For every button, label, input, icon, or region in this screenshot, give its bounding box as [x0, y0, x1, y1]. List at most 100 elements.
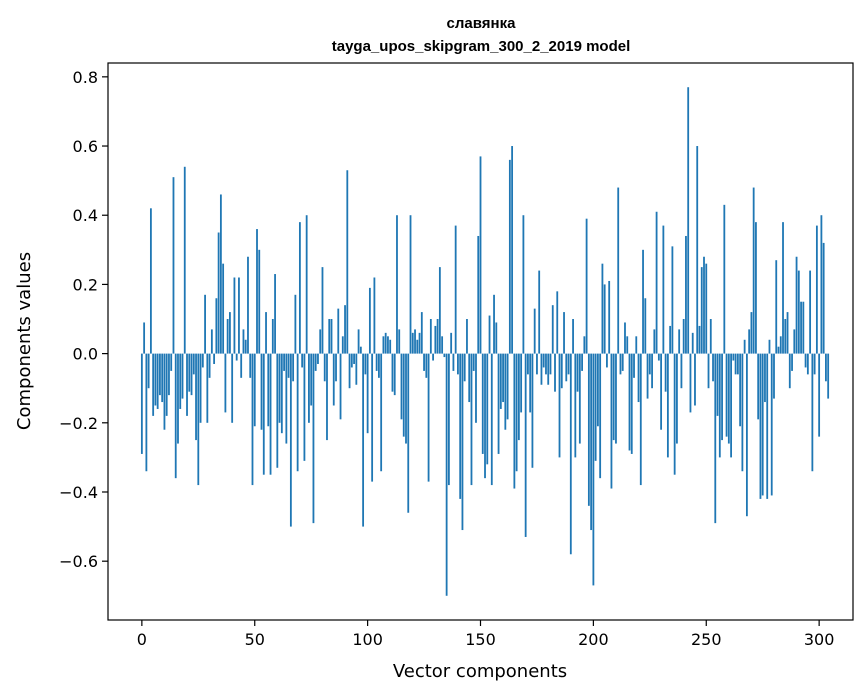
- bar-254: [714, 353, 717, 524]
- bars: [140, 87, 830, 596]
- bar-292: [800, 301, 802, 354]
- bar-168: [520, 353, 523, 413]
- bar-262: [732, 353, 735, 361]
- bar-20: [186, 353, 188, 416]
- bar-274: [759, 353, 762, 499]
- bar-154: [488, 315, 491, 354]
- bar-134: [443, 353, 446, 358]
- bar-285: [784, 319, 787, 354]
- bar-56: [267, 353, 270, 427]
- bar-233: [666, 353, 669, 458]
- bar-191: [572, 319, 574, 354]
- bar-199: [590, 353, 593, 531]
- bar-186: [560, 353, 563, 389]
- bar-44: [240, 353, 243, 378]
- bar-135: [445, 353, 448, 596]
- bar-147: [472, 353, 475, 371]
- plot-frame: [107, 62, 854, 621]
- bar-137: [450, 332, 453, 354]
- bar-43: [238, 277, 240, 354]
- bar-253: [712, 353, 714, 382]
- bar-106: [380, 353, 383, 472]
- bar-220: [637, 353, 640, 403]
- bar-255: [716, 353, 719, 416]
- bar-18: [181, 353, 184, 399]
- bar-272: [755, 222, 757, 354]
- bar-30: [208, 353, 211, 378]
- bar-53: [260, 353, 263, 430]
- bar-144: [466, 319, 468, 354]
- bar-251: [707, 353, 710, 389]
- bar-197: [585, 218, 588, 354]
- bar-117: [405, 353, 407, 444]
- bar-270: [750, 312, 753, 354]
- bar-239: [680, 353, 683, 389]
- bar-264: [736, 353, 739, 375]
- bar-93: [350, 353, 353, 368]
- bar-289: [793, 329, 796, 354]
- y-tick-label-6: 0.6: [73, 137, 98, 156]
- bar-3: [147, 353, 150, 389]
- bar-81: [323, 353, 326, 382]
- bar-111: [391, 353, 394, 392]
- bar-170: [524, 353, 527, 537]
- bar-245: [694, 353, 696, 406]
- bar-104: [375, 353, 378, 371]
- y-tick-label-4: 0.2: [73, 275, 98, 294]
- bar-195: [581, 353, 583, 371]
- bar-190: [569, 353, 572, 555]
- bar-287: [788, 353, 791, 389]
- bar-273: [757, 353, 760, 420]
- bar-267: [743, 339, 746, 354]
- bar-10: [163, 353, 166, 430]
- bar-40: [231, 353, 234, 423]
- bar-177: [540, 353, 543, 385]
- bar-223: [644, 298, 647, 354]
- x-tick-label-100: 100: [352, 630, 383, 649]
- bar-72: [303, 353, 306, 461]
- bar-139: [454, 225, 457, 354]
- bar-204: [601, 263, 604, 354]
- bar-75: [310, 353, 313, 406]
- bar-193: [576, 353, 579, 392]
- bar-298: [813, 353, 816, 375]
- y-tick-label-5: 0.4: [73, 206, 98, 225]
- bar-5: [152, 353, 155, 416]
- bar-226: [651, 353, 653, 389]
- bar-143: [463, 353, 466, 382]
- bar-188: [565, 353, 568, 382]
- bar-248: [700, 267, 703, 354]
- bar-131: [436, 319, 439, 354]
- bar-41: [233, 277, 236, 354]
- bar-88: [339, 353, 342, 420]
- bar-217: [630, 353, 633, 454]
- bar-283: [779, 336, 782, 354]
- bar-26: [199, 353, 202, 423]
- bar-218: [633, 353, 635, 378]
- bar-302: [822, 242, 825, 354]
- bar-276: [764, 353, 766, 403]
- bar-216: [628, 353, 631, 451]
- bar-256: [718, 353, 721, 458]
- bar-68: [294, 294, 297, 354]
- bar-174: [533, 308, 536, 354]
- bar-166: [515, 353, 518, 472]
- bar-128: [429, 319, 432, 354]
- bar-129: [432, 353, 434, 361]
- bar-294: [804, 353, 807, 368]
- bar-96: [357, 329, 360, 354]
- bar-124: [420, 312, 423, 354]
- bar-114: [398, 329, 401, 354]
- x-tick-label-150: 150: [465, 630, 496, 649]
- bar-281: [775, 260, 778, 354]
- bar-279: [770, 353, 773, 496]
- bar-47: [247, 256, 249, 354]
- bar-69: [296, 353, 299, 472]
- bar-49: [251, 353, 254, 486]
- bar-227: [653, 329, 656, 354]
- bar-167: [517, 353, 520, 441]
- bar-122: [416, 339, 419, 354]
- bar-66: [289, 353, 292, 527]
- bar-201: [594, 353, 597, 461]
- bar-234: [669, 325, 672, 354]
